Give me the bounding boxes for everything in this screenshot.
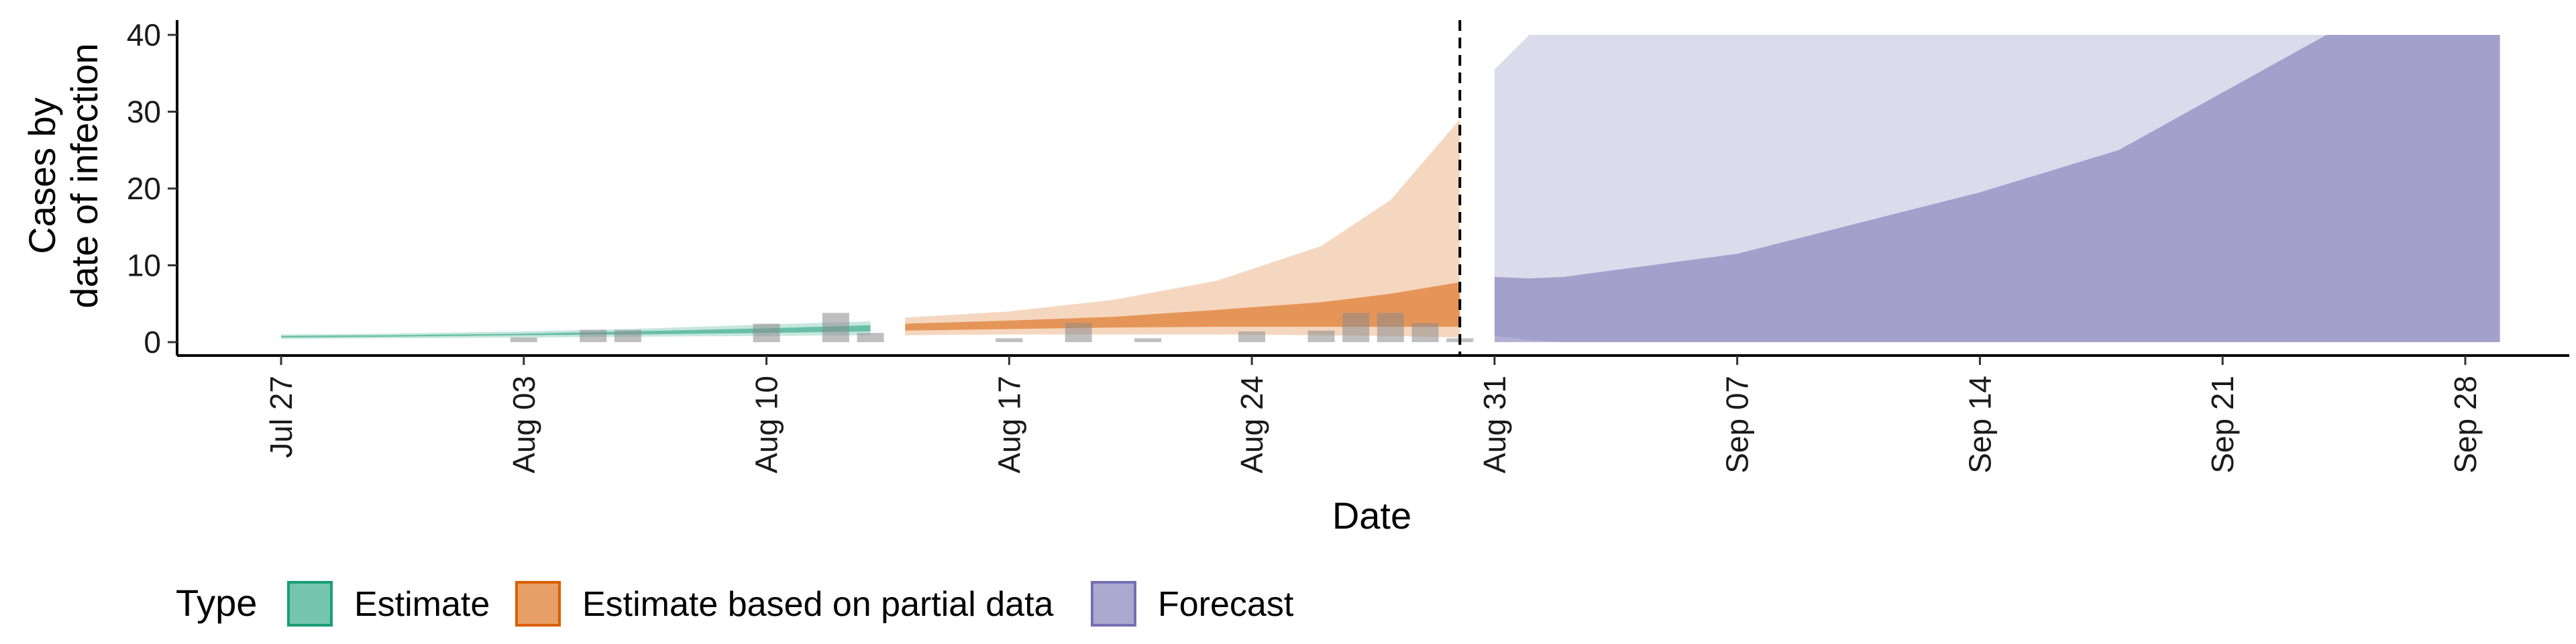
legend-label: Estimate [354,585,490,624]
estimate-inner-band [281,325,871,338]
observed-bar [1377,313,1404,342]
estimate-based-on-partial-data-outer-band [905,119,1460,338]
x-tick-label: Sep 07 [1720,376,1755,474]
axes-layer: 0 10 20 30 40 Jul 27 Aug 03 Aug 10 Aug 17 Aug 24 A… [127,17,2569,474]
observed-bars-layer [510,313,1474,342]
observed-bar [1411,323,1439,342]
estimate-based-on-partial-data-inner-band [905,282,1460,331]
x-tick-label: Aug 31 [1477,376,1512,474]
y-tick-label: 40 [127,17,161,52]
forecast-inner-band [1494,35,2500,342]
legend-label: Forecast [1158,585,1294,624]
observed-bar [580,329,607,342]
legend: Type Estimate Estimate based on partial d… [176,581,1294,627]
observed-bar [1307,330,1335,342]
legend-key-swatch [515,581,561,627]
legend-label: Estimate based on partial data [582,585,1054,624]
observed-bar [510,337,537,342]
y-tick-label: 0 [144,325,161,360]
x-tick-label: Aug 10 [749,376,784,474]
x-tick-label: Aug 17 [991,376,1026,474]
y-tick-label: 20 [127,171,161,206]
x-tick-label: Sep 14 [1962,376,1997,474]
x-tick-label: Sep 28 [2448,376,2483,474]
legend-key-swatch [1091,581,1136,627]
legend-title: Type [176,582,257,624]
observed-bar [857,333,884,342]
y-axis-title-line1: Cases by [21,97,63,254]
x-axis-title: Date [1332,494,1411,537]
observed-bar [1065,323,1092,342]
observed-bar [996,338,1023,342]
series-bands-layer [281,35,2500,342]
observed-bar [822,313,849,342]
observed-bar [1238,331,1266,342]
legend-items: Estimate Estimate based on partial data Fo… [287,581,1294,627]
observed-bar [614,329,641,342]
observed-bar [1134,338,1162,342]
x-tick-label: Aug 24 [1234,376,1269,474]
x-tick-label: Jul 27 [264,376,299,458]
legend-key-swatch [287,581,333,627]
observed-bar [1342,313,1370,342]
y-tick-label: 30 [127,95,161,129]
x-tick-label: Sep 21 [2205,376,2240,474]
y-axis-title-line2: date of infection [63,43,105,308]
observed-bar [753,323,780,342]
x-tick-label: Aug 03 [506,376,541,474]
estimate-outer-band [281,321,871,339]
y-tick-label: 10 [127,248,161,283]
